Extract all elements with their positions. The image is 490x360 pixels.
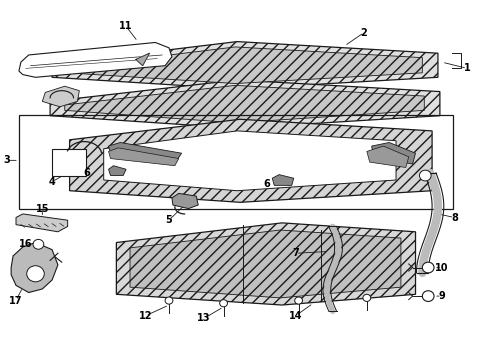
Text: 8: 8 <box>451 212 458 222</box>
Text: 3: 3 <box>3 156 10 165</box>
Polygon shape <box>11 243 58 293</box>
Circle shape <box>419 170 431 181</box>
Polygon shape <box>68 47 422 84</box>
Polygon shape <box>130 230 401 298</box>
Text: 10: 10 <box>435 262 448 273</box>
Circle shape <box>165 297 173 304</box>
Circle shape <box>294 297 302 304</box>
Circle shape <box>363 294 371 301</box>
Circle shape <box>33 239 44 249</box>
Polygon shape <box>52 41 438 89</box>
Polygon shape <box>372 143 416 164</box>
Circle shape <box>27 266 44 282</box>
Text: 12: 12 <box>139 311 152 321</box>
Circle shape <box>422 291 434 301</box>
Polygon shape <box>70 119 432 202</box>
Text: 17: 17 <box>9 296 23 306</box>
Text: 11: 11 <box>120 21 133 31</box>
Text: 7: 7 <box>293 248 299 258</box>
Polygon shape <box>104 131 396 191</box>
Polygon shape <box>16 214 68 232</box>
Polygon shape <box>42 86 79 107</box>
Text: 9: 9 <box>439 291 445 301</box>
Circle shape <box>220 300 227 307</box>
Polygon shape <box>172 193 198 208</box>
Bar <box>19 115 453 208</box>
Text: 2: 2 <box>361 28 368 38</box>
Text: 16: 16 <box>19 239 32 249</box>
Text: 4: 4 <box>49 177 55 187</box>
Text: 6: 6 <box>84 168 91 178</box>
Polygon shape <box>19 42 172 77</box>
Text: 6: 6 <box>263 180 270 189</box>
Circle shape <box>422 262 434 273</box>
Text: 13: 13 <box>197 314 211 323</box>
Polygon shape <box>136 53 149 66</box>
Text: 14: 14 <box>289 311 302 321</box>
Polygon shape <box>367 146 409 167</box>
Polygon shape <box>109 166 126 176</box>
Bar <box>52 149 86 176</box>
Text: 5: 5 <box>166 215 172 225</box>
Polygon shape <box>116 223 416 305</box>
Polygon shape <box>272 175 294 185</box>
Text: 1: 1 <box>464 63 470 73</box>
Polygon shape <box>50 80 440 128</box>
Polygon shape <box>109 148 179 166</box>
Polygon shape <box>65 85 424 123</box>
Text: 15: 15 <box>36 203 49 213</box>
Polygon shape <box>109 143 182 160</box>
